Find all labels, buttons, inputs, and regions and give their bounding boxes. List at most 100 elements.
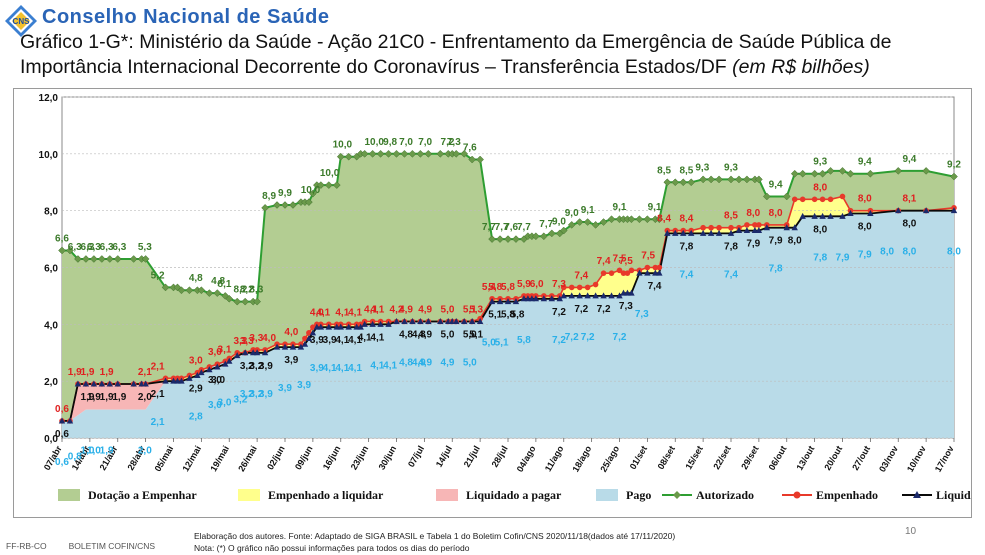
data-label-pago: 2,1 — [151, 417, 165, 428]
data-label-liquidado: 7,9 — [769, 236, 783, 247]
data-label-autorizado: 6,3 — [87, 242, 101, 253]
data-label-autorizado: 9,4 — [902, 154, 916, 165]
point-liquidado — [616, 292, 623, 299]
x-tick-label: 16/jun — [321, 444, 343, 472]
point-liquidado — [540, 295, 548, 302]
chart-svg: 0,02,04,06,08,010,012,007/abr 14/abr 21/ab… — [39, 93, 971, 502]
point-empenhado — [600, 270, 607, 276]
point-liquidado — [950, 207, 958, 214]
point-autorizado — [205, 289, 214, 297]
point-autorizado — [539, 232, 548, 241]
data-label-empenhado: 4,1 — [370, 304, 384, 315]
footer-code: FF-RB-CO — [6, 541, 47, 551]
data-label-liquidado: 4,9 — [418, 329, 432, 340]
point-liquidado — [401, 317, 408, 324]
point-liquidado — [743, 227, 751, 234]
page-number: 10 — [905, 526, 917, 537]
data-label-liquidado: 3,9 — [259, 361, 273, 372]
data-label-liquidado: 7,4 — [648, 281, 662, 292]
data-label-liquidado: 4,8 — [412, 329, 426, 340]
data-label-empenhado: 4,1 — [316, 307, 330, 318]
data-label-liquidado: 5,1 — [469, 329, 483, 340]
point-liquidado — [234, 352, 241, 359]
data-label-liquidado: 3,0 — [211, 375, 225, 386]
x-tick-label: 08/set — [656, 444, 677, 471]
point-autorizado — [74, 255, 82, 263]
point-liquidado — [895, 207, 902, 214]
data-label-liquidado: 5,8 — [501, 310, 515, 321]
point-liquidado — [636, 269, 643, 276]
data-label-pago: 3,0 — [208, 400, 222, 411]
data-label-empenhado: 7,5 — [619, 256, 633, 267]
point-liquidado — [707, 229, 715, 236]
data-label-liquidado: 8,0 — [902, 219, 916, 230]
point-liquidado — [819, 212, 826, 219]
point-liquidado — [791, 224, 798, 231]
point-liquidado — [656, 269, 663, 276]
x-tick-label: 15/set — [683, 444, 704, 471]
x-tick-label: 02/jun — [265, 444, 287, 472]
point-empenhado — [652, 264, 659, 271]
point-liquidado — [162, 377, 169, 384]
point-autorizado — [476, 155, 484, 164]
data-label-empenhado: 5,1 — [463, 304, 477, 315]
point-autorizado — [826, 167, 835, 175]
data-label-empenhado: 1,9 — [68, 367, 82, 378]
data-label-empenhado: 7,5 — [613, 253, 627, 264]
point-autorizado — [336, 152, 345, 161]
data-label-pago: 3,9 — [259, 389, 273, 400]
data-label-autorizado: 7,6 — [463, 143, 477, 154]
x-tick-label: 09/jun — [293, 444, 315, 472]
data-label-autorizado: 10,0 — [301, 185, 321, 196]
data-label-pago: 7,4 — [679, 269, 693, 280]
data-label-liquidado: 5,0 — [441, 329, 455, 340]
point-empenhado — [576, 284, 583, 291]
point-liquidado — [556, 295, 563, 302]
data-label-empenhado: 0,6 — [55, 404, 69, 415]
point-autorizado — [213, 289, 222, 297]
data-label-liquidado: 2,0 — [138, 392, 152, 403]
point-empenhado — [624, 270, 631, 276]
x-tick-label: 17/nov — [933, 444, 956, 474]
point-liquidado — [763, 224, 771, 231]
x-tick-label: 26/mai — [236, 444, 259, 473]
point-autorizado — [743, 175, 751, 184]
point-liquidado — [532, 295, 540, 302]
data-label-autorizado: 9,0 — [552, 216, 566, 227]
data-label-empenhado: 7,4 — [574, 270, 588, 281]
point-autorizado — [392, 149, 401, 158]
data-label-autorizado: 7,6 — [504, 222, 518, 233]
point-autorizado — [460, 149, 469, 158]
legend-label: Dotação a Empenhar — [88, 488, 197, 502]
area-dotacao-a-empenhar — [62, 153, 954, 421]
point-liquidado — [727, 229, 735, 236]
data-label-pago: 7,2 — [552, 335, 566, 346]
y-tick-label: 0,0 — [44, 434, 58, 445]
footer-note-text: Nota: (*) O gráfico não possui informaçõ… — [194, 543, 470, 553]
point-liquidado — [512, 298, 520, 305]
point-liquidado — [194, 371, 201, 378]
data-label-pago: 5,8 — [517, 335, 531, 346]
data-label-empenhado: 4,1 — [364, 304, 378, 315]
point-liquidado — [90, 380, 98, 387]
point-autorizado — [376, 149, 385, 158]
x-tick-label: 22/set — [711, 444, 732, 471]
point-autorizado — [129, 255, 138, 263]
point-autorizado — [567, 221, 576, 229]
chart-title: Gráfico 1-G*: Ministério da Saúde - Ação… — [20, 30, 980, 80]
point-liquidado — [273, 343, 281, 350]
y-tick-label: 12,0 — [39, 93, 59, 104]
data-label-pago: 7,9 — [858, 250, 872, 261]
point-empenhado — [839, 193, 846, 200]
point-empenhado — [700, 224, 706, 231]
data-label-empenhado: 3,1 — [218, 344, 232, 355]
data-label-autorizado: 8,5 — [657, 165, 671, 176]
data-label-liquidado: 1,9 — [100, 392, 114, 403]
point-liquidado — [297, 343, 305, 350]
point-autorizado — [58, 246, 66, 255]
data-label-empenhado: 8,4 — [657, 214, 671, 225]
data-label-autorizado: 6,6 — [55, 233, 69, 244]
legend-swatch — [596, 489, 618, 501]
point-liquidado — [345, 323, 352, 330]
x-tick-label: 13/out — [794, 444, 816, 472]
